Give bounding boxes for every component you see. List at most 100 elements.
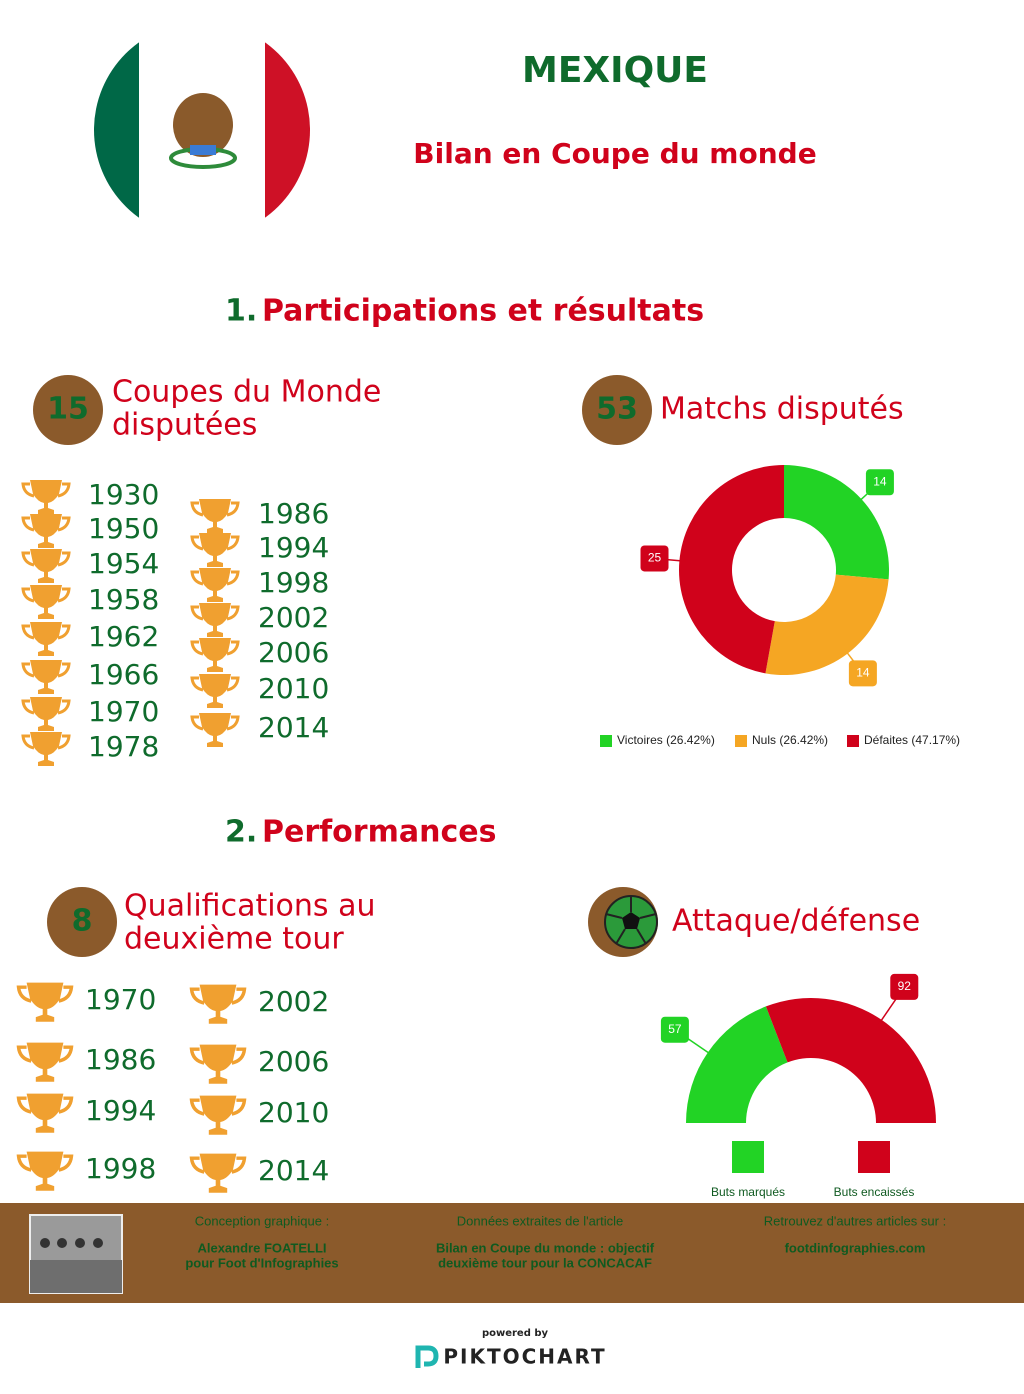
- trophy-shape: [199, 603, 231, 637]
- trophy-handles: [16, 985, 74, 1003]
- badge-count: 8: [72, 904, 93, 939]
- trophy-icon: [21, 514, 71, 548]
- trophy-icon: [189, 1153, 247, 1193]
- trophy-handles: [189, 1156, 247, 1174]
- trophy-shape: [30, 660, 62, 694]
- year: 1998: [258, 566, 329, 599]
- subtitle: Bilan en Coupe du monde: [413, 137, 816, 170]
- slice: [784, 465, 889, 580]
- footer-text: Bilan en Coupe du monde : objectif: [436, 1240, 655, 1255]
- legend-label: Nuls (26.42%): [752, 733, 828, 747]
- trophy-shape: [30, 585, 62, 619]
- year: 1994: [85, 1094, 156, 1127]
- year: 2006: [258, 1045, 329, 1078]
- trophy-shape: [26, 1042, 64, 1082]
- stat-label: Coupes du Monde: [112, 375, 381, 410]
- powered-by: powered by: [482, 1328, 549, 1339]
- year: 1958: [88, 583, 159, 616]
- data-label-box: [848, 660, 877, 687]
- year: 1970: [88, 695, 159, 728]
- trophy-shape: [199, 638, 231, 672]
- trophy-shape: [26, 982, 64, 1022]
- trophy-handles: [190, 640, 240, 656]
- year: 1994: [258, 531, 329, 564]
- stat-label: Matchs disputés: [660, 392, 904, 427]
- year: 1986: [258, 497, 329, 530]
- trophy-handles: [16, 1096, 74, 1114]
- trophy-icon: [21, 660, 71, 694]
- trophy-icon: [16, 1151, 74, 1191]
- trophy-shape: [26, 1151, 64, 1191]
- year: 1930: [88, 478, 159, 511]
- footer-photo: [29, 1214, 123, 1294]
- trophy-icon: [21, 549, 71, 583]
- year: 1986: [85, 1043, 156, 1076]
- trophy-handles: [21, 516, 71, 532]
- trophy-handles: [21, 587, 71, 603]
- trophy-handles: [189, 1047, 247, 1065]
- trophy-handles: [16, 1045, 74, 1063]
- trophy-shape: [199, 568, 231, 602]
- section-title: Performances: [262, 815, 496, 850]
- year: 2002: [258, 601, 329, 634]
- trophy-shape: [30, 480, 62, 514]
- year: 1978: [88, 730, 159, 763]
- trophy-shape: [199, 984, 237, 1024]
- trophy-shape: [30, 549, 62, 583]
- trophy-handles: [189, 987, 247, 1005]
- footer-label: Conception graphique :: [195, 1213, 329, 1228]
- trophy-handles: [190, 535, 240, 551]
- footer-link[interactable]: footdinfographies.com: [785, 1240, 926, 1255]
- data-label: 92: [898, 979, 912, 993]
- trophy-icon: [21, 732, 71, 766]
- trophy-icon: [16, 1093, 74, 1133]
- slice: [686, 1006, 788, 1123]
- trophy-shape: [199, 713, 231, 747]
- footer-text: Alexandre FOATELLI: [197, 1240, 326, 1255]
- trophy-shape: [199, 1044, 237, 1084]
- trophy-icon: [21, 585, 71, 619]
- trophy-icon: [190, 533, 240, 567]
- slice: [765, 998, 936, 1123]
- legend-label: Buts encaissés: [834, 1185, 915, 1199]
- badge-count: 15: [47, 392, 89, 427]
- stat-label: Qualifications au: [124, 889, 375, 924]
- trophy-handles: [21, 734, 71, 750]
- legend-label: Victoires (26.42%): [617, 733, 715, 747]
- trophy-shape: [30, 697, 62, 731]
- legend-swatch: [858, 1141, 890, 1173]
- legend-swatch: [735, 735, 747, 747]
- legend-swatch: [732, 1141, 764, 1173]
- trophy-handles: [21, 624, 71, 640]
- trophy-shape: [199, 1153, 237, 1193]
- year: 1950: [88, 512, 159, 545]
- trophy-icon: [189, 984, 247, 1024]
- year: 1966: [88, 658, 159, 691]
- data-label-box: [865, 469, 894, 496]
- flag: [94, 22, 310, 238]
- trophy-shape: [26, 1093, 64, 1133]
- trophy-icon: [190, 638, 240, 672]
- section-number: 1.: [225, 294, 257, 329]
- trophy-shape: [199, 1095, 237, 1135]
- trophy-shape: [30, 514, 62, 548]
- stat-label: deuxième tour: [124, 922, 344, 957]
- year: 2014: [258, 1154, 329, 1187]
- trophy-icon: [190, 713, 240, 747]
- year: 2002: [258, 985, 329, 1018]
- trophy-handles: [16, 1154, 74, 1172]
- trophy-icon: [189, 1095, 247, 1135]
- trophy-icon: [190, 603, 240, 637]
- stat-label: Attaque/défense: [672, 904, 920, 939]
- trophy-shape: [199, 533, 231, 567]
- data-label-box: [890, 973, 919, 1000]
- legend-swatch: [847, 735, 859, 747]
- trophy-icon: [16, 982, 74, 1022]
- year: 2006: [258, 636, 329, 669]
- data-label: 14: [873, 474, 887, 488]
- legend-label: Défaites (47.17%): [864, 733, 960, 747]
- data-label: 14: [856, 666, 870, 680]
- trophy-icon: [190, 674, 240, 708]
- stat-label: disputées: [112, 408, 257, 443]
- slice: [765, 574, 889, 675]
